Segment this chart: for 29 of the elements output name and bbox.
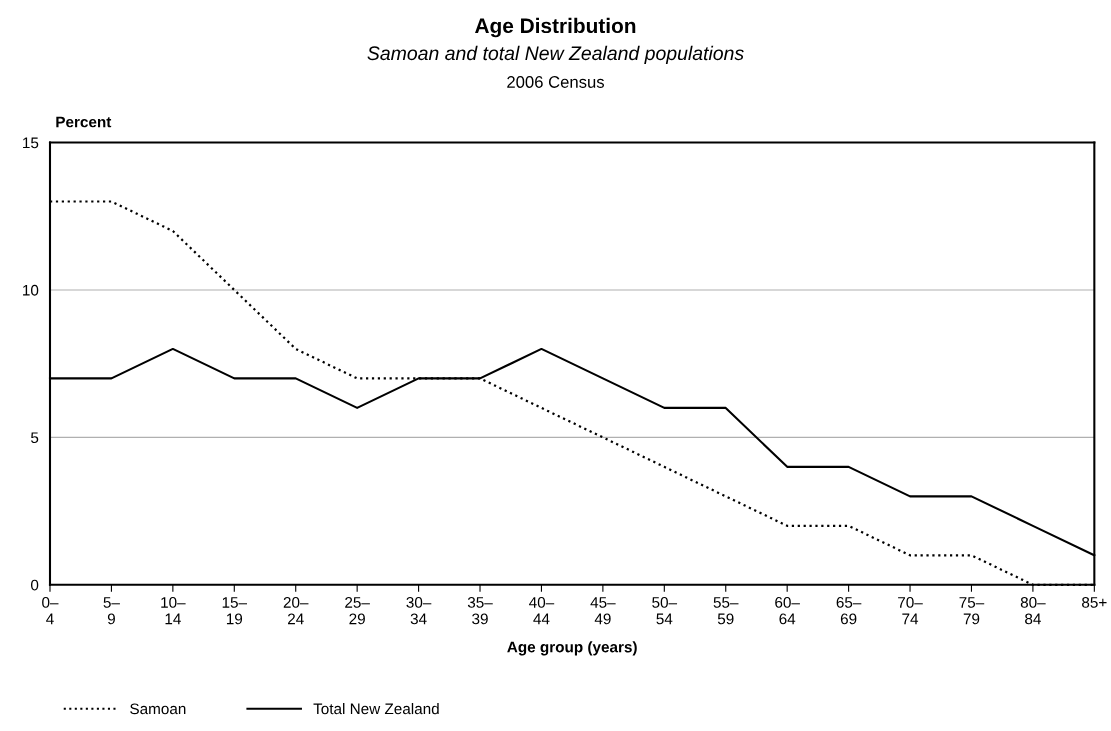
x-tick-label: 30–34 — [406, 597, 432, 625]
x-tick-label: 15–19 — [222, 597, 248, 625]
y-tick-label: 0 — [30, 579, 39, 591]
y-tick-label: 15 — [23, 137, 39, 149]
text: 2006 Census — [507, 76, 605, 88]
legend-label: Samoan — [130, 703, 186, 715]
x-tick-label: 70–74 — [898, 597, 923, 625]
y-tick-label: 10 — [23, 284, 39, 296]
x-tick-label: 5–9 — [103, 597, 120, 625]
x-tick-label: 65–69 — [836, 597, 862, 625]
x-tick-label: 25–29 — [345, 597, 370, 625]
x-tick-label: 45–49 — [590, 597, 616, 625]
x-tick-label: 55–59 — [713, 597, 739, 625]
x-tick-label: 80–84 — [1020, 597, 1046, 625]
x-tick-label: 10–14 — [161, 597, 186, 625]
chart-title: Age Distribution — [475, 17, 636, 38]
y-tick-label: 5 — [31, 432, 39, 444]
legend-label: Total New Zealand — [313, 703, 439, 715]
x-tick-label: 35–39 — [467, 597, 493, 625]
x-tick-label: 40–44 — [529, 597, 555, 625]
x-tick-label: 60–64 — [775, 597, 800, 625]
x-tick-label: 75–79 — [959, 597, 985, 625]
chart-subtitle: Samoan and total New Zealand populations — [367, 45, 744, 64]
x-tick-label: 85+ — [1082, 597, 1107, 608]
x-tick-label: 20–24 — [283, 597, 309, 625]
y-axis-title: Percent — [56, 116, 112, 128]
x-axis-title: Age group (years) — [507, 641, 637, 656]
x-tick-label: 0–4 — [42, 597, 59, 625]
x-tick-label: 50–54 — [652, 597, 678, 625]
